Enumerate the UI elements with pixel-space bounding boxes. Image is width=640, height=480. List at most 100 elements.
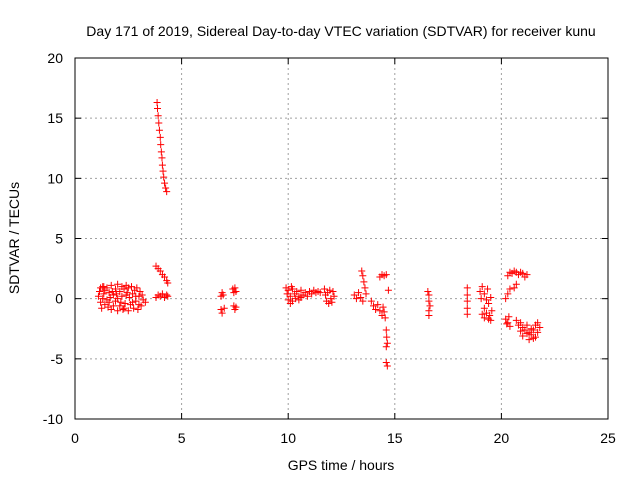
data-point-0-105 bbox=[284, 286, 292, 294]
data-point-0-50 bbox=[105, 298, 113, 306]
data-point-0-185 bbox=[485, 299, 493, 307]
data-point-0-35 bbox=[125, 293, 133, 301]
data-point-0-153 bbox=[379, 303, 387, 311]
data-point-0-145 bbox=[361, 284, 369, 292]
data-point-0-111 bbox=[293, 287, 301, 295]
data-point-0-232 bbox=[525, 336, 533, 344]
data-point-0-198 bbox=[506, 322, 514, 330]
data-point-0-68 bbox=[158, 154, 166, 162]
data-point-0-113 bbox=[297, 286, 305, 294]
axis-ticks: 0 5 10 15 20 25 -10 -5 0 5 10 15 20 bbox=[43, 50, 616, 446]
data-point-0-0 bbox=[94, 292, 102, 300]
data-point-0-4 bbox=[98, 304, 106, 312]
data-point-0-146 bbox=[362, 290, 370, 298]
data-point-0-176 bbox=[463, 304, 471, 312]
data-point-0-221 bbox=[527, 331, 535, 339]
data-point-0-22 bbox=[114, 295, 122, 303]
data-point-0-11 bbox=[103, 284, 111, 292]
data-point-0-74 bbox=[163, 188, 171, 196]
data-point-0-17 bbox=[109, 291, 117, 299]
data-point-0-118 bbox=[308, 290, 316, 298]
data-point-0-202 bbox=[504, 272, 512, 280]
data-point-0-134 bbox=[328, 298, 336, 306]
data-point-0-160 bbox=[384, 286, 392, 294]
data-point-0-186 bbox=[487, 293, 495, 301]
data-point-0-225 bbox=[536, 324, 544, 332]
y-tick-label-4: 10 bbox=[47, 170, 63, 186]
data-point-0-101 bbox=[232, 303, 240, 311]
data-point-0-53 bbox=[123, 289, 131, 297]
data-point-0-209 bbox=[519, 269, 527, 277]
data-point-0-189 bbox=[480, 314, 488, 322]
data-point-0-231 bbox=[517, 327, 525, 335]
data-point-0-127 bbox=[320, 285, 328, 293]
data-point-0-175 bbox=[463, 297, 471, 305]
data-point-0-81 bbox=[164, 279, 172, 287]
y-tick-label-0: -10 bbox=[43, 411, 63, 427]
data-point-0-37 bbox=[127, 283, 135, 291]
data-point-0-162 bbox=[383, 333, 391, 341]
data-point-0-218 bbox=[521, 326, 529, 334]
data-point-0-57 bbox=[120, 304, 128, 312]
data-point-0-43 bbox=[134, 305, 142, 313]
data-point-0-62 bbox=[154, 112, 162, 120]
data-point-0-18 bbox=[109, 302, 117, 310]
data-point-0-228 bbox=[527, 325, 535, 333]
data-point-0-21 bbox=[114, 280, 122, 288]
data-point-0-142 bbox=[358, 267, 366, 275]
data-point-0-15 bbox=[107, 305, 115, 313]
data-point-0-67 bbox=[157, 148, 165, 156]
data-point-0-187 bbox=[488, 307, 496, 315]
data-point-0-72 bbox=[161, 179, 169, 187]
data-point-0-177 bbox=[463, 310, 471, 318]
data-point-0-137 bbox=[350, 291, 358, 299]
x-axis-title: GPS time / hours bbox=[288, 457, 395, 473]
data-point-0-192 bbox=[486, 312, 494, 320]
data-point-0-42 bbox=[133, 284, 141, 292]
data-point-0-59 bbox=[113, 290, 121, 298]
data-point-0-151 bbox=[376, 307, 384, 315]
data-point-0-149 bbox=[372, 305, 380, 313]
data-point-0-94 bbox=[220, 304, 228, 312]
data-point-0-154 bbox=[380, 308, 388, 316]
data-point-0-34 bbox=[124, 284, 132, 292]
data-point-0-166 bbox=[383, 362, 391, 370]
data-points bbox=[94, 99, 544, 370]
data-point-0-227 bbox=[532, 321, 540, 329]
data-point-0-163 bbox=[383, 339, 391, 347]
data-point-0-173 bbox=[463, 284, 471, 292]
data-point-0-143 bbox=[359, 272, 367, 280]
data-point-0-159 bbox=[382, 271, 390, 279]
data-point-0-179 bbox=[477, 295, 485, 303]
data-point-0-106 bbox=[286, 292, 294, 300]
data-point-0-172 bbox=[425, 312, 433, 320]
data-point-0-64 bbox=[155, 126, 163, 134]
data-point-0-138 bbox=[352, 295, 360, 303]
data-point-0-216 bbox=[517, 319, 525, 327]
y-axis-title: SDTVAR / TECUs bbox=[6, 182, 22, 294]
data-point-0-61 bbox=[154, 105, 162, 113]
data-point-0-174 bbox=[463, 291, 471, 299]
data-point-0-77 bbox=[156, 267, 164, 275]
data-point-0-139 bbox=[355, 289, 363, 297]
data-point-0-199 bbox=[502, 295, 510, 303]
data-point-0-97 bbox=[231, 284, 239, 292]
data-point-0-125 bbox=[297, 293, 305, 301]
data-point-0-184 bbox=[484, 285, 492, 293]
data-point-0-65 bbox=[156, 133, 164, 141]
data-point-0-140 bbox=[357, 293, 365, 301]
data-point-0-131 bbox=[325, 299, 333, 307]
y-tick-label-6: 20 bbox=[47, 50, 63, 66]
data-point-0-92 bbox=[217, 305, 225, 313]
x-tick-label-4: 20 bbox=[494, 430, 510, 446]
data-point-0-181 bbox=[480, 290, 488, 298]
data-point-0-33 bbox=[124, 307, 132, 315]
data-point-0-136 bbox=[330, 292, 338, 300]
data-point-0-165 bbox=[382, 358, 390, 366]
data-point-0-29 bbox=[120, 285, 128, 293]
data-point-0-213 bbox=[512, 280, 520, 288]
data-point-0-60 bbox=[153, 99, 161, 107]
data-point-0-56 bbox=[100, 283, 108, 291]
data-point-0-183 bbox=[482, 296, 490, 304]
data-point-0-45 bbox=[136, 287, 144, 295]
